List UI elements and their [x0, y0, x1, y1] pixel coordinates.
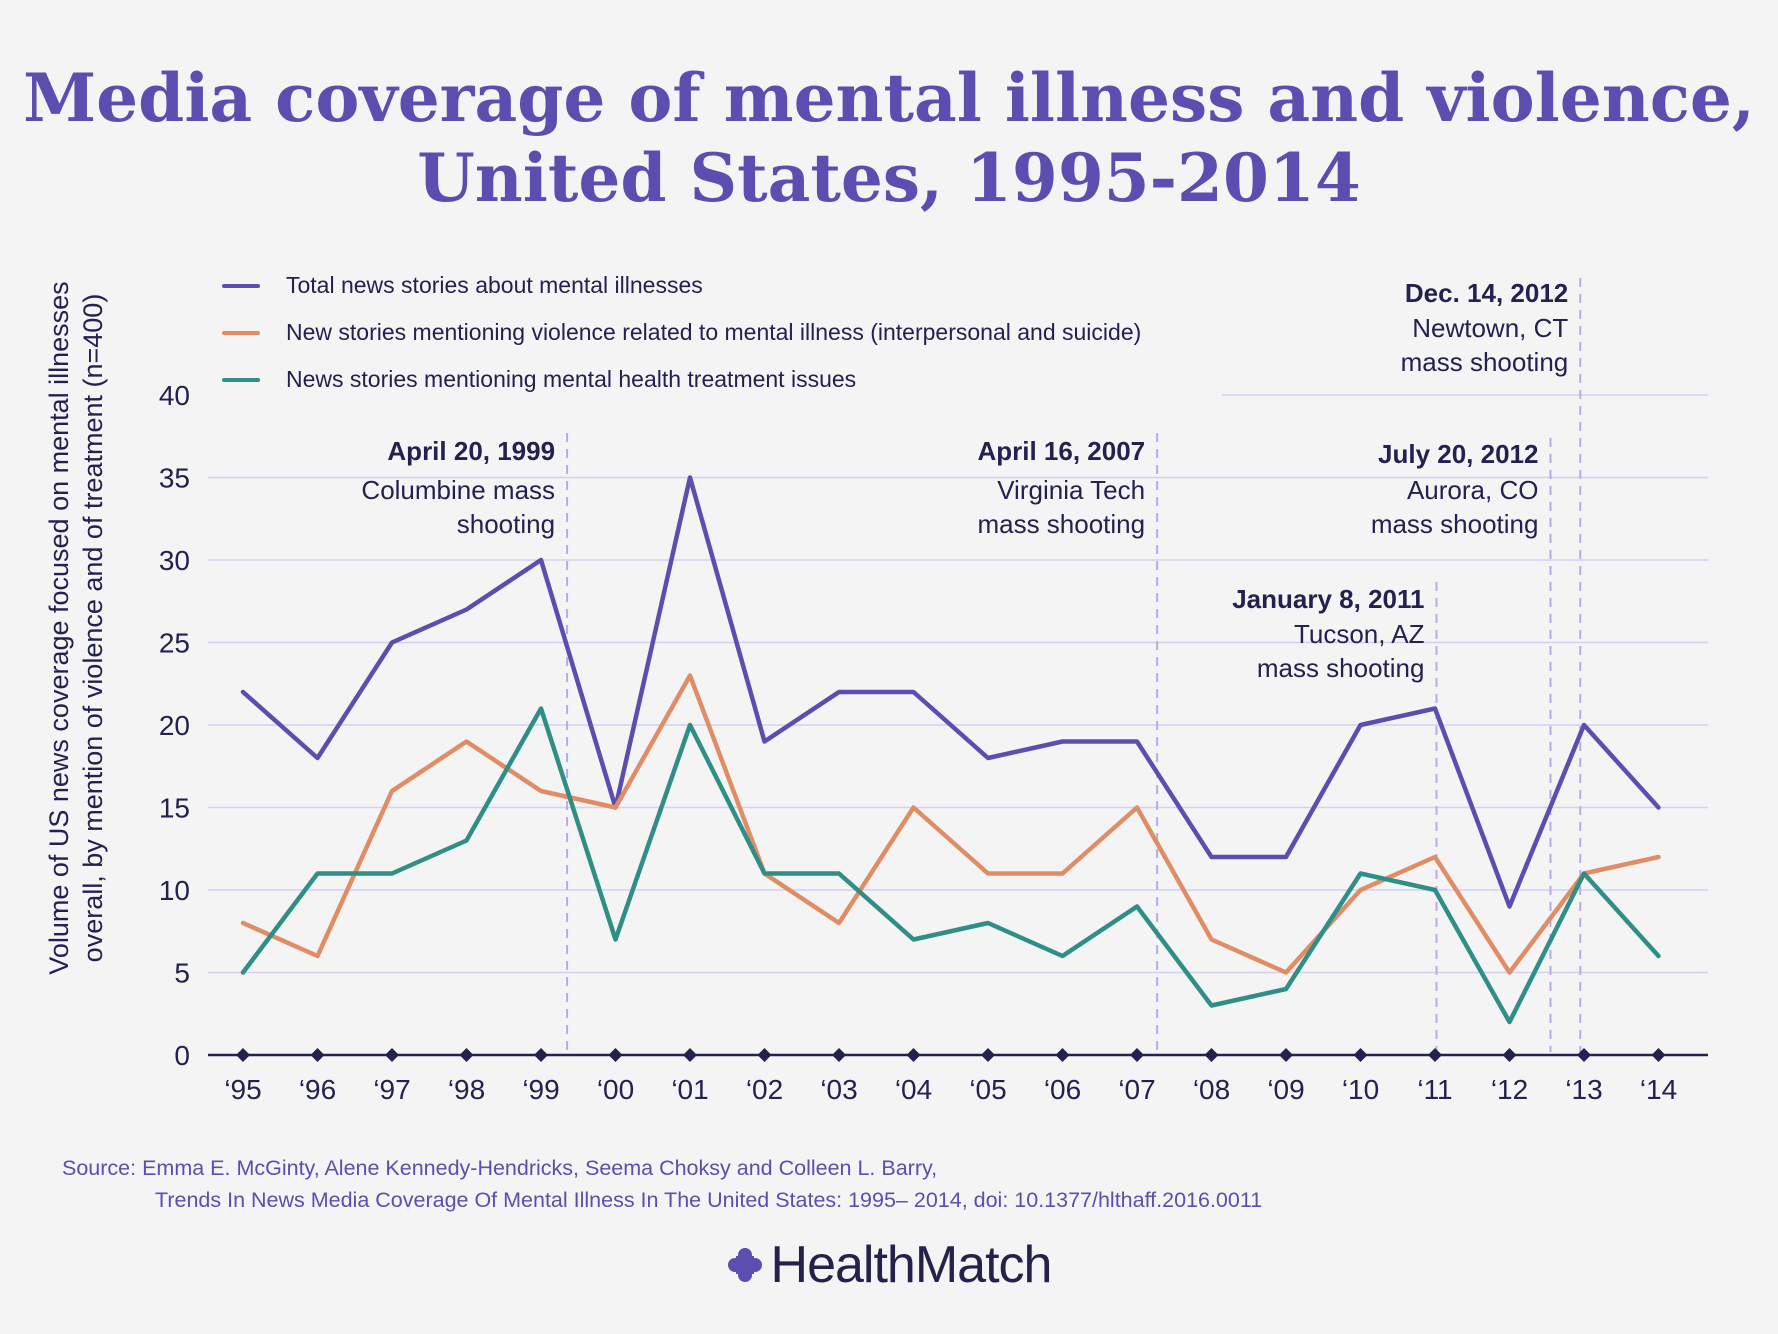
legend-swatch-total — [222, 283, 260, 288]
event-place-2: Tucson, AZ — [1294, 619, 1425, 649]
x-tick-label-2: ‘97 — [373, 1074, 410, 1105]
x-tick-label-1: ‘96 — [299, 1074, 336, 1105]
legend: Total news stories about mental illnesse… — [222, 262, 1141, 403]
grid — [208, 394, 1708, 974]
x-tick-marker-9 — [906, 1048, 921, 1062]
x-tick-label-10: ‘05 — [969, 1074, 1006, 1105]
x-tick-label-4: ‘99 — [522, 1074, 559, 1105]
x-tick-marker-13 — [1204, 1048, 1219, 1062]
x-tick-label-17: ‘12 — [1491, 1074, 1528, 1105]
event-desc-1: mass shooting — [977, 509, 1145, 539]
y-tick-label-0: 0 — [174, 1040, 190, 1071]
x-tick-marker-14 — [1279, 1048, 1293, 1062]
x-tick-labels: ‘95 ‘96 ‘97 ‘98 ‘99 ‘00 ‘01 ‘02 ‘03 ‘04 ‘05 ‘06 ‘07 ‘… — [224, 1074, 1677, 1105]
x-tick-marker-5 — [608, 1048, 623, 1062]
y-tick-label-40: 40 — [159, 380, 190, 411]
x-tick-marker-10 — [981, 1048, 995, 1062]
event-date-3: July 20, 2012 — [1378, 439, 1538, 469]
y-tick-label-5: 5 — [174, 958, 190, 989]
legend-item-violence: New stories mentioning violence related … — [222, 309, 1141, 356]
event-place-4: Newtown, CT — [1412, 313, 1568, 343]
event-date-1: April 16, 2007 — [977, 436, 1145, 466]
x-tick-marker-0 — [236, 1048, 250, 1062]
x-tick-marker-11 — [1055, 1048, 1070, 1062]
x-tick-marker-19 — [1651, 1048, 1666, 1062]
y-tick-label-10: 10 — [159, 875, 190, 906]
x-tick-label-15: ‘10 — [1342, 1074, 1379, 1105]
x-tick-marker-6 — [683, 1048, 697, 1062]
brand-logo: HealthMatch — [0, 1235, 1778, 1295]
series-line-1 — [240, 673, 1661, 975]
x-tick-label-11: ‘06 — [1044, 1074, 1081, 1105]
legend-item-treatment: News stories mentioning mental health tr… — [222, 356, 1141, 403]
x-tick-marker-15 — [1353, 1048, 1368, 1062]
y-tick-label-25: 25 — [159, 628, 190, 659]
event-place-3: Aurora, CO — [1407, 475, 1539, 505]
x-tick-label-16: ‘11 — [1417, 1074, 1452, 1105]
x-tick-marker-2 — [385, 1048, 399, 1062]
chart-title: Media coverage of mental illness and vio… — [0, 58, 1778, 218]
series-lines — [240, 475, 1661, 1025]
x-tick-marker-1 — [310, 1048, 325, 1062]
event-desc-2: mass shooting — [1257, 653, 1425, 683]
x-tick-label-7: ‘02 — [746, 1074, 783, 1105]
source-line1: Source: Emma E. McGinty, Alene Kennedy-H… — [62, 1156, 938, 1180]
x-tick-marker-12 — [1130, 1048, 1144, 1062]
source-note: Source: Emma E. McGinty, Alene Kennedy-H… — [62, 1152, 1262, 1216]
x-tick-label-8: ‘03 — [820, 1074, 857, 1105]
x-tick-label-13: ‘08 — [1193, 1074, 1230, 1105]
source-line2: Trends In News Media Coverage Of Mental … — [155, 1188, 1263, 1212]
y-tick-label-20: 20 — [159, 710, 190, 741]
series-line-0 — [240, 475, 1661, 909]
x-tick-label-0: ‘95 — [224, 1074, 261, 1105]
legend-item-total: Total news stories about mental illnesse… — [222, 262, 1141, 309]
legend-swatch-violence — [222, 330, 260, 335]
chart-title-line1: Media coverage of mental illness and vio… — [23, 59, 1755, 137]
event-desc-0: shooting — [457, 509, 555, 539]
y-tick-labels: 0 5 10 15 20 25 30 35 40 — [159, 380, 190, 1071]
event-place-1: Virginia Tech — [997, 475, 1145, 505]
x-tick-marker-4 — [534, 1048, 548, 1062]
event-date-4: Dec. 14, 2012 — [1405, 278, 1568, 308]
x-tick-label-9: ‘04 — [895, 1074, 932, 1105]
x-tick-marker-17 — [1502, 1048, 1517, 1062]
x-tick-label-12: ‘07 — [1118, 1074, 1155, 1105]
x-tick-marker-8 — [832, 1048, 846, 1062]
x-tick-label-18: ‘13 — [1565, 1074, 1602, 1105]
event-markers — [566, 278, 1582, 1052]
legend-label-total: Total news stories about mental illnesse… — [286, 272, 703, 298]
x-tick-label-14: ‘09 — [1267, 1074, 1304, 1105]
legend-swatch-treatment — [222, 377, 260, 382]
x-tick-label-5: ‘00 — [597, 1074, 634, 1105]
x-tick-marker-18 — [1577, 1048, 1591, 1062]
series-line-2 — [240, 706, 1661, 1025]
event-date-0: April 20, 1999 — [387, 436, 555, 466]
event-place-0: Columbine mass — [361, 475, 555, 505]
annotations: April 20, 1999 Columbine mass shooting Apri… — [361, 278, 1568, 683]
x-axis — [208, 1048, 1708, 1062]
event-desc-4: mass shooting — [1401, 347, 1569, 377]
x-tick-marker-3 — [459, 1048, 474, 1062]
chart-title-line2: United States, 1995-2014 — [417, 139, 1361, 217]
y-tick-label-30: 30 — [159, 545, 190, 576]
y-tick-label-15: 15 — [159, 793, 190, 824]
x-tick-marker-7 — [757, 1048, 772, 1062]
x-tick-label-3: ‘98 — [448, 1074, 485, 1105]
legend-label-violence: New stories mentioning violence related … — [286, 319, 1142, 345]
brand-name: HealthMatch — [770, 1236, 1053, 1294]
x-tick-label-19: ‘14 — [1640, 1074, 1677, 1105]
x-tick-label-6: ‘01 — [671, 1074, 708, 1105]
y-tick-label-35: 35 — [159, 463, 190, 494]
x-tick-marker-16 — [1428, 1048, 1442, 1062]
legend-label-treatment: News stories mentioning mental health tr… — [286, 366, 857, 392]
plus-logo-icon — [727, 1248, 762, 1282]
event-date-2: January 8, 2011 — [1232, 584, 1424, 614]
event-desc-3: mass shooting — [1371, 509, 1539, 539]
